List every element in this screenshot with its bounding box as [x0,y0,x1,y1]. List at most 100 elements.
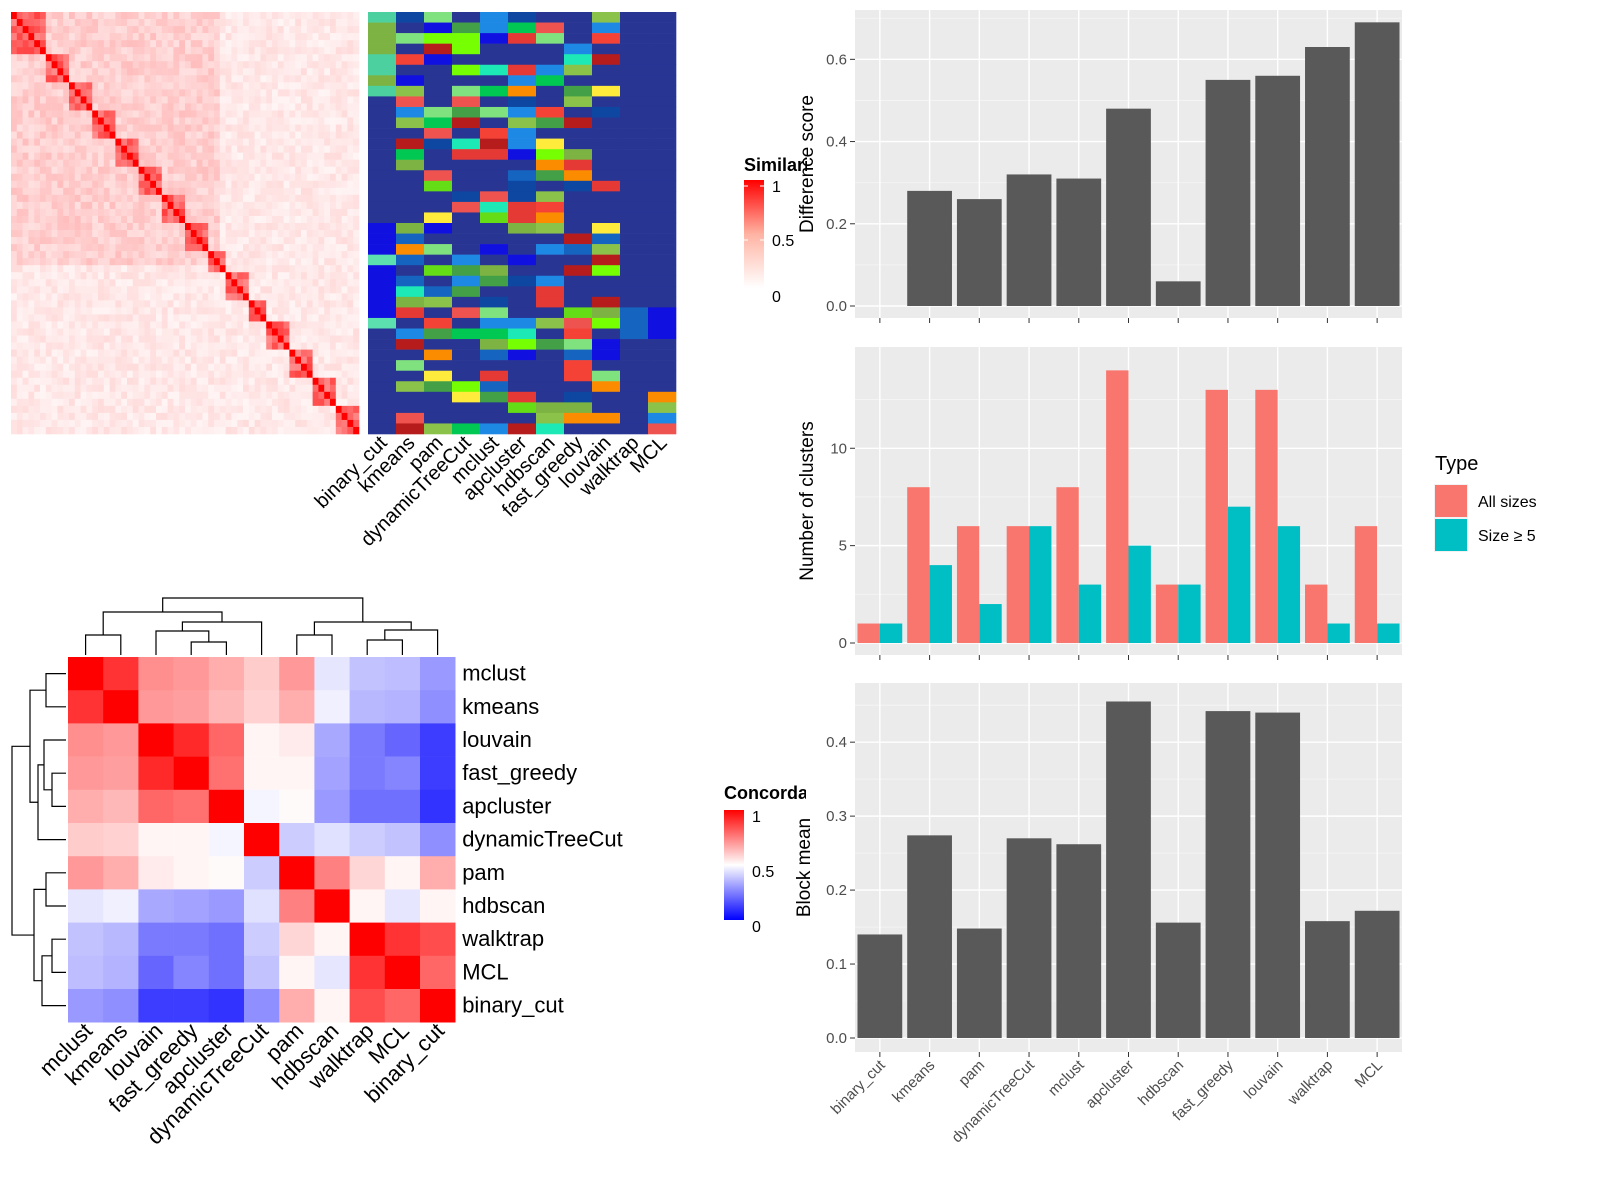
cluster-assignment-cell [648,149,677,160]
similarity-cell [341,82,348,90]
similarity-cell [266,419,273,428]
x-tick-label: kmeans [889,1057,938,1106]
similarity-cell [283,265,290,273]
similarity-cell [51,82,58,90]
similarity-cell [51,124,58,132]
similarity-cell [260,124,267,132]
similarity-cell [132,166,139,175]
similarity-cell [109,279,116,287]
similarity-cell [11,124,18,132]
cluster-assignment-cell [424,317,453,329]
similarity-cell [214,223,221,231]
similarity-cell [156,405,163,414]
similarity-cell [16,258,23,266]
similarity-cell [237,61,244,69]
similarity-cell [51,96,58,104]
similarity-cell [254,82,261,90]
similarity-cell [86,426,93,435]
similarity-cell [34,82,41,90]
similarity-cell [11,286,18,294]
similarity-cell [11,166,18,175]
similarity-cell [260,356,267,364]
similarity-cell [185,384,192,393]
similarity-cell [289,61,296,69]
similarity-cell [34,412,41,421]
similarity-cell [254,370,261,379]
similarity-cell [161,230,168,238]
bar [1354,22,1400,307]
similarity-cell [40,19,47,27]
similarity-cell [306,103,313,111]
similarity-cell [266,61,273,69]
similarity-cell [28,152,35,160]
bar [1106,108,1151,306]
similarity-cell [277,152,284,160]
similarity-cell [208,356,215,364]
similarity-cell [295,180,302,189]
similarity-cell [318,145,325,153]
cluster-assignment-cell [396,138,425,150]
similarity-cell [34,68,41,76]
similarity-cell [57,159,64,168]
similarity-cell [202,40,209,48]
similarity-cell [312,230,319,238]
similarity-cell [341,412,348,421]
similarity-cell [254,89,261,97]
cluster-assignment-cell [508,223,537,234]
similarity-cell [69,377,76,386]
similarity-cell [92,82,99,90]
similarity-cell [16,61,23,69]
similarity-cell [196,110,203,118]
similarity-cell [22,244,29,252]
similarity-cell [318,180,325,189]
similarity-cell [295,258,302,266]
cluster-assignment-cell [368,96,397,108]
similarity-cell [80,152,87,160]
similarity-cell [190,293,197,301]
similarity-cell [11,419,18,428]
concordance-cell [279,657,315,691]
cluster-assignment-cell [620,191,649,203]
similarity-cell [115,286,122,294]
similarity-cell [289,426,296,435]
similarity-cell [219,384,226,393]
similarity-cell [103,391,110,400]
similarity-cell [277,223,284,231]
similarity-cell [248,194,255,203]
similarity-cell [301,68,308,76]
similarity-cell [22,419,29,428]
similarity-cell [185,251,192,259]
similarity-cell [202,124,209,132]
similarity-cell [167,96,174,104]
similarity-cell [330,321,337,329]
similarity-cell [295,293,302,301]
similarity-cell [74,89,81,97]
similarity-cell [45,265,52,273]
similarity-cell [138,89,145,97]
cluster-assignment-cell [592,275,621,287]
similarity-cell [341,152,348,160]
similarity-cell [341,293,348,301]
similarity-cell [260,26,267,34]
similarity-cell [28,419,35,428]
similarity-cell [92,272,99,280]
similarity-cell [138,307,145,315]
similarity-cell [312,47,319,55]
cluster-assignment-cell [592,296,621,308]
cluster-assignment-cell [368,370,397,382]
concordance-cell [208,756,245,791]
similarity-cell [272,110,279,118]
similarity-cell [347,124,354,132]
similarity-cell [132,187,139,196]
concordance-row-label: MCL [462,959,508,984]
similarity-cell [121,384,128,393]
similarity-cell [138,117,145,125]
similarity-cell [103,68,110,76]
similarity-cell [127,19,134,27]
similarity-cell [173,166,180,175]
similarity-cell [74,314,81,322]
similarity-cell [301,405,308,414]
similarity-cell [219,180,226,189]
similarity-cell [150,279,157,287]
similarity-cell [51,426,58,435]
